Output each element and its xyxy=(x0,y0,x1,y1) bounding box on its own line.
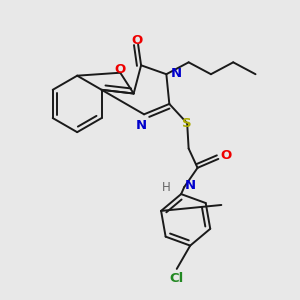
Text: N: N xyxy=(136,119,147,132)
Text: H: H xyxy=(161,181,170,194)
Text: S: S xyxy=(182,117,192,130)
Text: N: N xyxy=(171,67,182,80)
Text: N: N xyxy=(185,179,196,192)
Text: O: O xyxy=(115,63,126,76)
Text: Cl: Cl xyxy=(169,272,184,286)
Text: O: O xyxy=(131,34,142,47)
Text: O: O xyxy=(221,149,232,162)
